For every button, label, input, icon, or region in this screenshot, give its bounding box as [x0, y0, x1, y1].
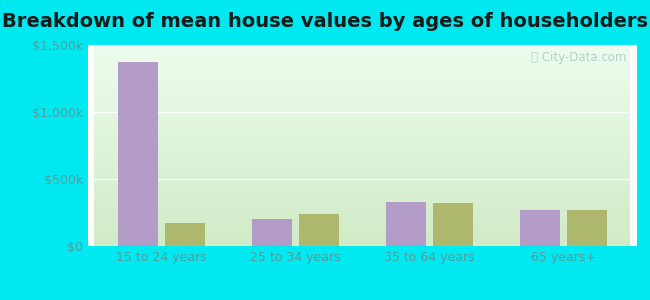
Legend: Random Lake, Wisconsin: Random Lake, Wisconsin: [236, 297, 489, 300]
Bar: [252, 219, 292, 246]
Bar: [165, 223, 205, 246]
Bar: [520, 210, 560, 246]
Bar: [567, 211, 607, 246]
Bar: [433, 203, 473, 246]
Bar: [118, 62, 158, 246]
Bar: [299, 214, 339, 246]
Bar: [386, 202, 426, 246]
Text: Breakdown of mean house values by ages of householders: Breakdown of mean house values by ages o…: [2, 12, 648, 31]
Text: ⓘ City-Data.com: ⓘ City-Data.com: [530, 51, 626, 64]
